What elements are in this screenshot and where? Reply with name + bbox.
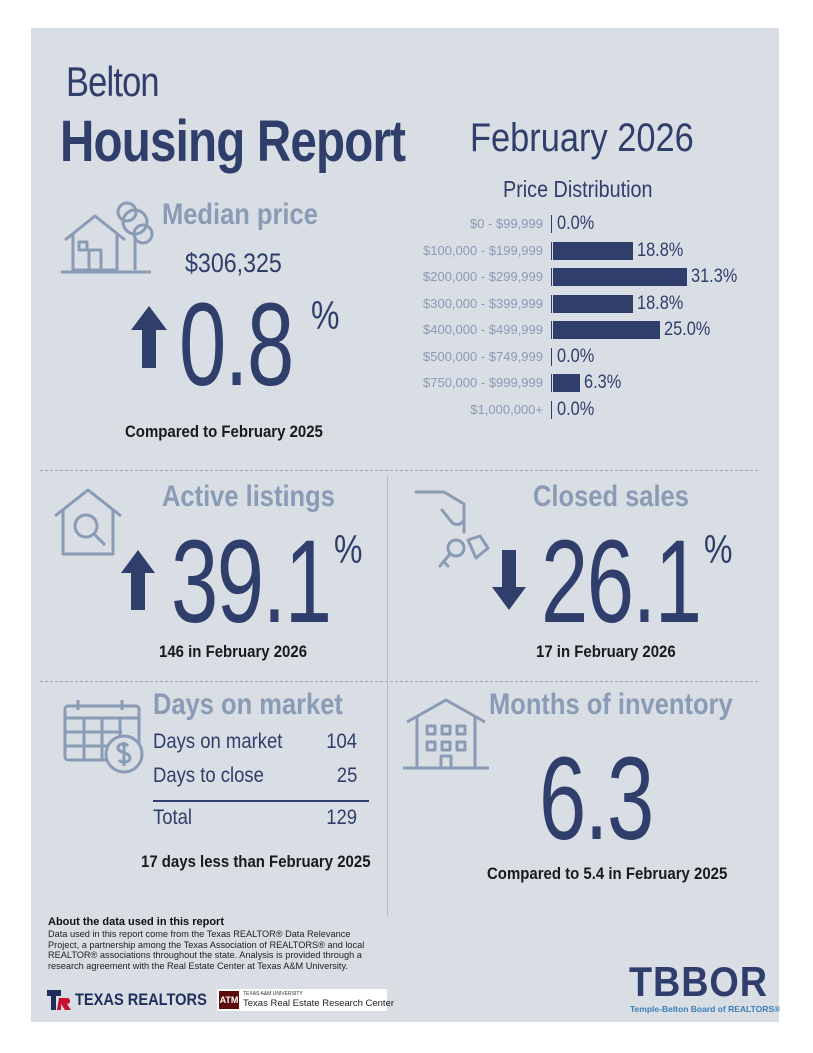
median-price-change: 0.8 xyxy=(179,279,294,411)
price-distribution-value: 0.0% xyxy=(557,398,595,420)
median-price-label: Median price xyxy=(162,198,318,231)
hand-keys-icon xyxy=(414,490,490,568)
arrow-up-icon xyxy=(121,550,155,610)
months-of-inventory-caption: Compared to 5.4 in February 2025 xyxy=(487,864,728,883)
price-range-label: $0 - $99,999 xyxy=(469,216,543,231)
price-distribution-value: 6.3% xyxy=(584,372,622,393)
dom-row-value: 104 xyxy=(326,730,357,753)
price-distribution-row: $750,000 - $999,999 6.3% xyxy=(391,372,771,393)
price-range-label: $200,000 - $299,999 xyxy=(423,269,543,284)
months-of-inventory-value: 6.3 xyxy=(539,733,654,865)
tbbor-logo: TBBOR xyxy=(629,958,768,1005)
days-on-market-caption: 17 days less than February 2025 xyxy=(141,852,371,871)
arrow-down-icon xyxy=(492,550,526,610)
apartment-building-icon xyxy=(403,698,489,770)
price-distribution-axis xyxy=(551,241,552,260)
price-distribution-row: $100,000 - $199,999 18.8% xyxy=(391,239,771,261)
price-distribution-axis xyxy=(551,321,552,339)
dom-row-days-to-close: Days to close 25 xyxy=(153,764,357,788)
price-distribution-row: $200,000 - $299,999 31.3% xyxy=(391,266,771,287)
dom-row-name: Days to close xyxy=(153,764,264,787)
report-title: Housing Report xyxy=(60,109,406,174)
dom-row-name: Days on market xyxy=(153,730,283,753)
price-distribution-bar xyxy=(553,321,660,339)
price-range-label: $1,000,000+ xyxy=(470,401,543,417)
price-distribution-row: $300,000 - $399,999 18.8% xyxy=(391,292,771,314)
price-range-label: $100,000 - $199,999 xyxy=(423,242,543,258)
price-distribution-value: 18.8% xyxy=(637,239,684,261)
about-title: About the data used in this report xyxy=(48,916,225,928)
price-distribution-bar xyxy=(553,241,633,260)
active-listings-change: 39.1 xyxy=(171,516,332,648)
median-price-caption: Compared to February 2025 xyxy=(125,422,323,441)
median-price-value: $306,325 xyxy=(185,248,282,278)
price-distribution-row: $0 - $99,999 0.0% xyxy=(391,213,771,234)
price-distribution-value: 18.8% xyxy=(637,292,684,314)
tamu-small-text: TEXAS A&M UNIVERSITY xyxy=(243,991,303,997)
report-sheet: Belton Housing Report February 2026 Medi… xyxy=(31,28,781,1022)
price-distribution-value: 31.3% xyxy=(691,266,738,287)
price-distribution-bar xyxy=(553,268,687,286)
active-listings-label: Active listings xyxy=(162,480,335,513)
median-price-percent-sign: % xyxy=(311,294,340,338)
arrow-up-icon xyxy=(131,306,167,368)
price-range-label: $500,000 - $749,999 xyxy=(423,348,543,364)
divider-top xyxy=(40,470,758,471)
dom-row-days-on-market: Days on market 104 xyxy=(153,730,357,754)
price-distribution-row: $1,000,000+ 0.0% xyxy=(391,398,771,420)
closed-sales-percent-sign: % xyxy=(704,528,733,572)
tamu-center-text: Texas Real Estate Research Center xyxy=(243,998,395,1009)
texas-realtors-logo-icon xyxy=(47,990,71,1010)
price-distribution-axis xyxy=(551,215,552,233)
dom-row-value: 25 xyxy=(336,764,357,787)
price-distribution-value: 0.0% xyxy=(557,213,595,234)
active-listings-percent-sign: % xyxy=(334,528,363,572)
price-distribution-row: $400,000 - $499,999 25.0% xyxy=(391,319,771,340)
closed-sales-label: Closed sales xyxy=(533,480,689,513)
price-range-label: $750,000 - $999,999 xyxy=(423,375,543,390)
tamu-mark-icon: ATM xyxy=(219,991,239,1009)
price-range-label: $400,000 - $499,999 xyxy=(423,322,543,337)
price-range-label: $300,000 - $399,999 xyxy=(423,295,543,311)
closed-sales-change: 26.1 xyxy=(541,516,702,648)
texas-realtors-logo: TEXAS REALTORS xyxy=(75,990,207,1009)
price-distribution-axis xyxy=(551,294,552,313)
dom-total-name: Total xyxy=(153,806,193,829)
house-tree-icon xyxy=(61,201,154,274)
dom-row-total: Total 129 xyxy=(153,806,357,830)
tbbor-subtitle: Temple-Belton Board of REALTORS® xyxy=(630,1004,781,1014)
dom-total-value: 129 xyxy=(326,806,357,829)
price-distribution-bar xyxy=(553,374,580,392)
tamu-logo: ATM TEXAS A&M UNIVERSITY Texas Real Esta… xyxy=(217,989,394,1011)
city-name: Belton xyxy=(66,58,160,105)
price-distribution-row: $500,000 - $749,999 0.0% xyxy=(391,345,771,367)
price-distribution-axis xyxy=(551,347,552,366)
price-distribution-axis xyxy=(551,374,552,392)
price-distribution-bar xyxy=(553,294,633,313)
calendar-dollar-icon xyxy=(63,700,144,774)
divider-vertical xyxy=(387,476,388,916)
price-distribution-axis xyxy=(551,268,552,286)
price-distribution-value: 25.0% xyxy=(664,319,711,340)
months-of-inventory-label: Months of inventory xyxy=(489,688,733,721)
price-distribution-title: Price Distribution xyxy=(503,176,653,202)
closed-sales-caption: 17 in February 2026 xyxy=(536,642,676,661)
price-distribution-axis xyxy=(551,400,552,419)
about-text: Data used in this report come from the T… xyxy=(48,929,365,971)
price-distribution-value: 0.0% xyxy=(557,345,595,367)
days-on-market-label: Days on market xyxy=(153,688,343,721)
report-month: February 2026 xyxy=(470,116,694,160)
active-listings-caption: 146 in February 2026 xyxy=(159,642,308,661)
house-search-icon xyxy=(54,488,122,556)
dom-total-divider xyxy=(153,800,369,802)
divider-middle xyxy=(40,681,758,682)
